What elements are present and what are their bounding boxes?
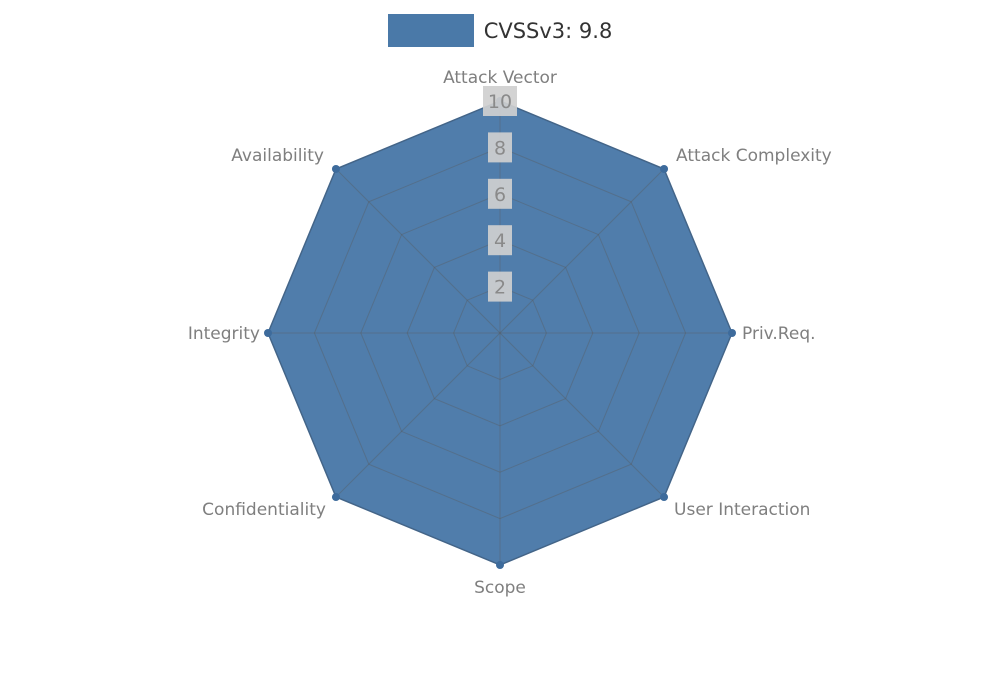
axis-label-attack-vector: Attack Vector <box>443 68 557 88</box>
grid-ring <box>453 286 547 380</box>
grid-ring <box>313 146 687 520</box>
data-point-marker <box>496 561 504 569</box>
axis-label-confidentiality: Confidentiality <box>202 500 326 520</box>
legend-swatch <box>387 14 474 47</box>
grid-spoke <box>499 168 665 334</box>
axis-label-user-interaction: User Interaction <box>674 500 810 520</box>
tick-label: 8 <box>494 137 506 159</box>
grid-spoke <box>335 332 501 498</box>
tick-label: 4 <box>494 230 506 252</box>
data-point-marker <box>660 164 669 173</box>
tick-label-box <box>488 132 512 163</box>
axis-label-availability: Availability <box>231 146 324 166</box>
legend: CVSSv3: 9.8 <box>0 14 1000 47</box>
tick-label-box <box>483 86 517 116</box>
data-point-marker <box>728 329 736 337</box>
tick-label: 10 <box>488 91 512 113</box>
grid-spoke <box>335 168 501 334</box>
axis-label-priv-req: Priv.Req. <box>742 324 816 344</box>
tick-label-box <box>488 178 512 209</box>
data-point-marker <box>660 493 669 502</box>
tick-label: 6 <box>494 184 506 206</box>
axis-label-attack-complexity: Attack Complexity <box>676 146 832 166</box>
axis-label-scope: Scope <box>474 578 526 598</box>
tick-label-box <box>488 271 512 302</box>
legend-label: CVSSv3: 9.8 <box>483 18 613 43</box>
axis-label-integrity: Integrity <box>188 324 260 344</box>
data-point-marker <box>331 164 340 173</box>
grid-ring <box>406 239 594 427</box>
grid-spoke <box>499 332 665 498</box>
grid-ring <box>360 193 640 473</box>
tick-label-box <box>488 225 512 256</box>
data-point-marker <box>264 329 272 337</box>
data-point-marker <box>331 493 340 502</box>
tick-label: 2 <box>494 277 506 299</box>
